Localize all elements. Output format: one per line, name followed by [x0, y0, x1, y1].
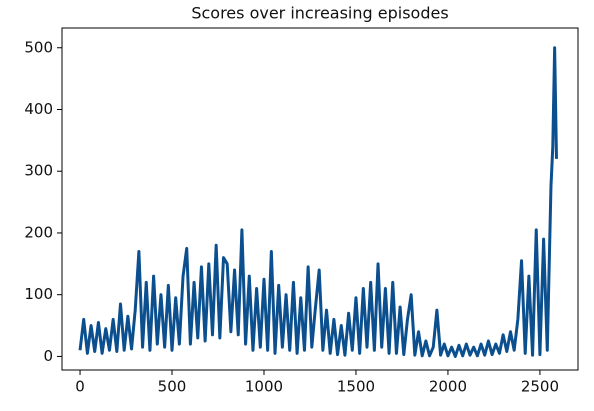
x-tick-label: 0	[75, 378, 85, 396]
x-tick-label: 2000	[429, 378, 467, 396]
x-tick-label: 2500	[521, 378, 559, 396]
x-tick-label: 1000	[245, 378, 283, 396]
y-tick-label: 100	[24, 285, 53, 303]
axes-frame	[61, 27, 579, 371]
chart-title: Scores over increasing episodes	[191, 4, 448, 23]
y-tick-label: 0	[43, 347, 53, 365]
score-line	[78, 46, 558, 358]
y-tick-label: 200	[24, 223, 53, 241]
x-tick-label: 500	[158, 378, 187, 396]
y-tick-label: 400	[24, 100, 53, 118]
y-tick-label: 500	[24, 38, 53, 56]
x-tick-label: 1500	[337, 378, 375, 396]
y-tick-label: 300	[24, 162, 53, 180]
